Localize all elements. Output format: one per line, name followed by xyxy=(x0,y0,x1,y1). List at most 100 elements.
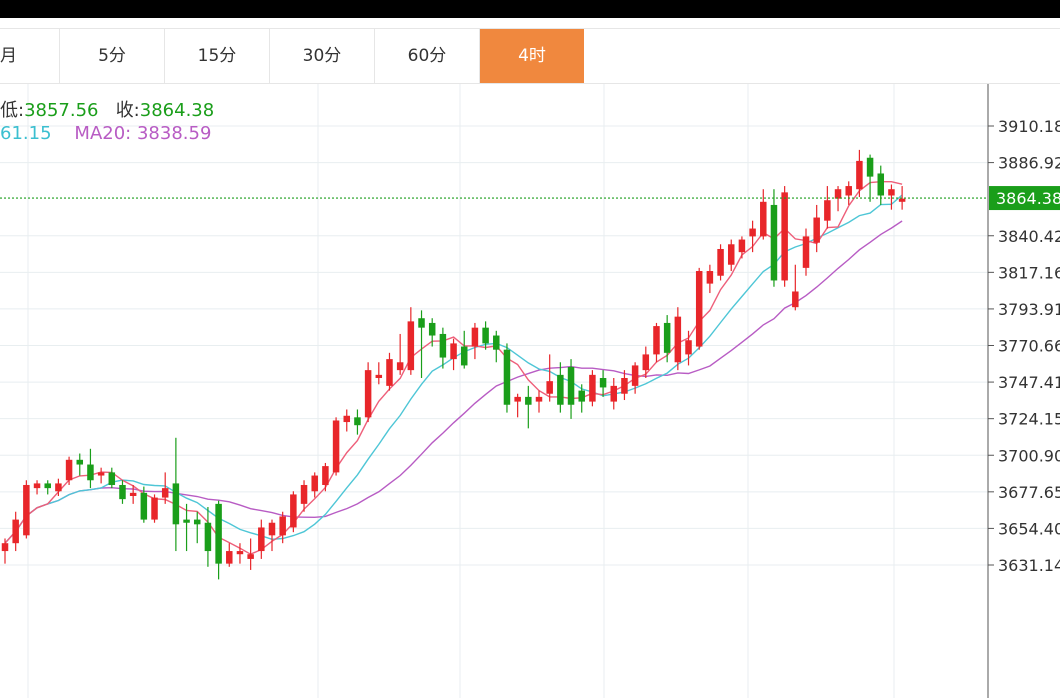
candle-body xyxy=(332,420,340,473)
candle-body xyxy=(674,316,682,363)
candle-body xyxy=(418,318,425,328)
candle-body xyxy=(12,519,19,544)
y-tick-label: 3631.14 xyxy=(998,556,1060,575)
close-label: 收: xyxy=(115,100,140,121)
y-tick-label: 3654.40 xyxy=(998,519,1060,538)
candle-body xyxy=(599,378,607,388)
candle-body xyxy=(866,157,874,177)
candle-body xyxy=(258,527,265,552)
candle-body xyxy=(87,464,94,481)
y-tick-label: 3747.41 xyxy=(998,373,1060,392)
candle-body xyxy=(140,492,148,520)
candle-body xyxy=(877,173,885,196)
candle-body xyxy=(514,396,521,402)
tab-month[interactable]: 月 xyxy=(0,29,60,83)
candle-body xyxy=(407,321,415,371)
candle-body xyxy=(727,244,735,265)
candle-body xyxy=(129,492,137,496)
candle-body xyxy=(108,472,116,485)
y-tick-label: 3793.91 xyxy=(998,300,1060,319)
candle-body xyxy=(706,271,714,284)
candle-body xyxy=(343,415,351,423)
tab-15min[interactable]: 15分 xyxy=(165,29,270,83)
candle-body xyxy=(567,366,575,405)
y-tick-label: 3724.15 xyxy=(998,410,1060,429)
candle-body xyxy=(55,483,62,492)
tab-60min[interactable]: 60分 xyxy=(375,29,480,83)
low-label: 低: xyxy=(0,100,25,121)
candle-body xyxy=(695,271,703,347)
candle-body xyxy=(183,519,190,523)
candle-body xyxy=(792,291,799,308)
close-value: 3864.38 xyxy=(139,100,215,121)
y-tick-label: 3770.66 xyxy=(998,337,1060,356)
candle-body xyxy=(813,217,820,243)
candle-body xyxy=(76,459,84,465)
candle-body xyxy=(300,484,308,504)
candle-body xyxy=(749,228,756,237)
candle-body xyxy=(770,204,778,281)
candle-body xyxy=(311,475,318,492)
candle-body xyxy=(226,551,233,564)
candle-body xyxy=(856,160,863,190)
candle-body xyxy=(845,186,852,196)
last-price-label: 3864.38 xyxy=(996,189,1060,208)
candle-body xyxy=(97,472,105,476)
y-tick-label: 3817.16 xyxy=(998,263,1060,282)
candle-body xyxy=(589,374,596,402)
candle-body xyxy=(631,365,639,386)
candle-body xyxy=(119,484,126,500)
candle-body xyxy=(193,519,201,525)
candle-body xyxy=(546,381,553,394)
candle-body xyxy=(738,239,746,253)
candle-body xyxy=(236,551,244,555)
candle-body xyxy=(642,354,650,371)
low-value: 3857.56 xyxy=(24,100,99,121)
candle-body xyxy=(503,349,511,405)
candle-body xyxy=(493,335,500,350)
ma20-value: 3838.59 xyxy=(136,123,212,144)
tab-30min[interactable]: 30分 xyxy=(270,29,375,83)
candle-body xyxy=(888,189,895,196)
candle-body xyxy=(610,385,618,402)
candle-body xyxy=(1,543,9,552)
y-tick-label: 3700.90 xyxy=(998,446,1060,465)
candle-body xyxy=(44,483,51,489)
candle-body xyxy=(439,333,447,358)
candle-body xyxy=(824,200,831,221)
candle-body xyxy=(663,322,671,353)
last-price-badge xyxy=(989,186,1060,211)
candle-body xyxy=(525,396,532,405)
candle-body xyxy=(322,466,329,485)
candle-body xyxy=(23,484,30,536)
candle-body xyxy=(65,459,73,481)
candle-body xyxy=(161,488,169,498)
ma10-value: 61.15 xyxy=(0,123,52,144)
candle-body xyxy=(578,390,585,402)
candle-body xyxy=(834,189,842,199)
candle-body xyxy=(482,327,489,344)
candle-body xyxy=(760,201,767,237)
candle-body xyxy=(151,497,158,520)
candle-body xyxy=(247,554,254,559)
candle-body xyxy=(781,192,788,281)
candle-body xyxy=(802,236,810,268)
candle-body xyxy=(33,483,41,489)
y-tick-label: 3840.42 xyxy=(998,227,1060,246)
top-black-bar xyxy=(0,0,1060,18)
ohlc-readout: 低:3857.56 收:3864.38 xyxy=(0,96,214,122)
y-tick-label: 3677.65 xyxy=(998,483,1060,502)
candle-body xyxy=(375,374,383,379)
candle-body xyxy=(460,346,468,366)
candle-body xyxy=(279,516,286,536)
candle-body xyxy=(557,374,564,405)
ma-readout: 61.15 MA20: 3838.59 xyxy=(0,123,211,144)
candle-body xyxy=(364,370,372,418)
candle-body xyxy=(621,378,628,394)
candle-body xyxy=(653,326,660,355)
tab-4hour[interactable]: 4时 xyxy=(480,29,584,83)
ma20-label: MA20: xyxy=(74,123,132,144)
period-tab-bar: 月 5分 15分 30分 60分 4时 xyxy=(0,28,1060,84)
candle-body xyxy=(450,343,457,360)
tab-5min[interactable]: 5分 xyxy=(60,29,165,83)
